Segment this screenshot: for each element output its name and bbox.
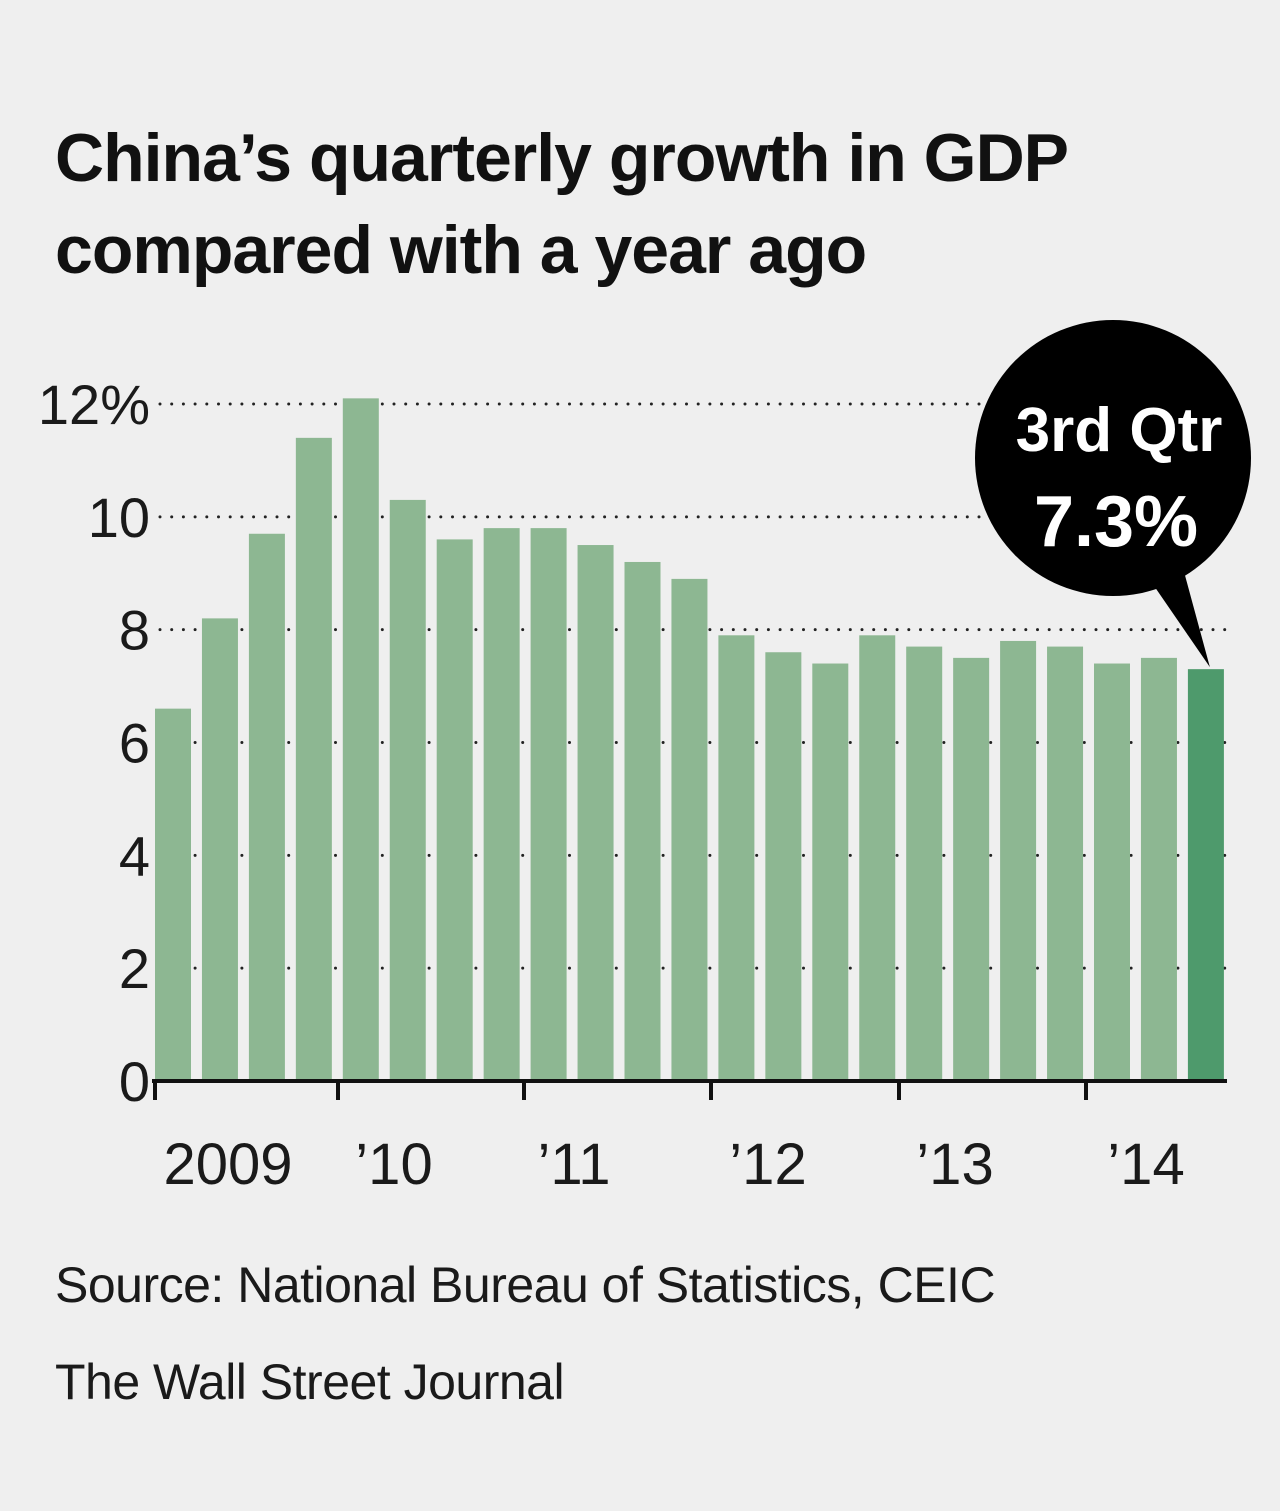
bar [248, 533, 285, 1081]
bar [812, 663, 849, 1081]
x-tick-label: ’12 [729, 1132, 806, 1197]
bar [342, 398, 379, 1081]
x-tick-label: ’13 [916, 1132, 993, 1197]
y-tick-label: 12% [38, 373, 150, 436]
x-tick-label: 2009 [163, 1132, 292, 1197]
bar [953, 657, 990, 1081]
y-tick-label: 10 [88, 486, 150, 549]
bar [906, 646, 943, 1081]
x-tick-label: ’10 [355, 1132, 432, 1197]
bar [624, 561, 661, 1081]
x-tick-label: ’14 [1107, 1132, 1184, 1197]
callout-value: 7.3% [1034, 482, 1198, 562]
x-tick-label: ’11 [537, 1132, 610, 1197]
bar [718, 635, 755, 1081]
bar [1094, 663, 1130, 1081]
bar [295, 437, 332, 1082]
x-axis: 2009 ’10 ’11 ’12 ’13 ’14 [152, 1079, 1227, 1197]
bar [201, 618, 238, 1081]
y-axis: 0 2 4 6 8 10 12% [38, 373, 150, 1113]
bar [155, 708, 191, 1081]
y-tick-label: 4 [119, 824, 150, 887]
bar [1000, 640, 1037, 1081]
bar [671, 578, 708, 1081]
bar [859, 635, 896, 1081]
bar [1140, 657, 1177, 1081]
source-note: Source: National Bureau of Statistics, C… [55, 1257, 996, 1313]
bar [436, 539, 473, 1081]
bar [389, 499, 426, 1081]
bars [155, 398, 1224, 1082]
bar [1187, 669, 1224, 1081]
callout-label: 3rd Qtr [1016, 396, 1223, 465]
bar [765, 652, 802, 1081]
y-tick-label: 0 [119, 1050, 150, 1113]
y-tick-label: 8 [119, 599, 150, 662]
bar [483, 528, 520, 1081]
y-tick-label: 6 [119, 712, 150, 775]
credit-note: The Wall Street Journal [55, 1354, 565, 1410]
callout-bubble [975, 320, 1251, 596]
bar [530, 528, 567, 1081]
chart-title-line-1: China’s quarterly growth in GDP [55, 120, 1069, 196]
callout-pointer [1150, 568, 1210, 668]
chart-title-line-2: compared with a year ago [55, 212, 867, 288]
bar [577, 545, 614, 1081]
annotation-callout: 3rd Qtr 7.3% [975, 320, 1251, 668]
bar-chart: 0 2 4 6 8 10 12% 2009 ’10 ’11 ’12 ’13 ’14 3rd Qtr 7.… [38, 320, 1251, 1197]
bar [1047, 646, 1084, 1081]
chart-title: China’s quarterly growth in GDP compared… [55, 112, 1235, 296]
y-tick-label: 2 [119, 937, 150, 1000]
